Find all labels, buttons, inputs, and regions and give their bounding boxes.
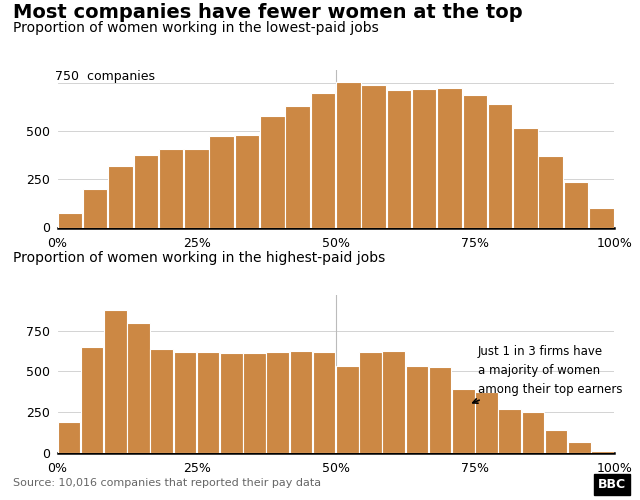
Bar (81, 347, 103, 453)
Text: Proportion of women working in the lowest-paid jobs: Proportion of women working in the lowes… (13, 21, 378, 35)
Bar (513, 128, 538, 228)
Bar (150, 348, 173, 453)
Bar (173, 352, 196, 452)
Bar (406, 366, 428, 452)
Bar (310, 93, 335, 228)
Bar (285, 106, 310, 228)
Bar (243, 352, 266, 452)
Bar (127, 324, 150, 452)
Bar (336, 82, 360, 228)
Bar (412, 89, 436, 228)
Bar (184, 149, 209, 228)
Bar (235, 136, 259, 228)
Bar (266, 352, 289, 452)
Bar (197, 352, 220, 452)
Text: Proportion of women working in the highest-paid jobs: Proportion of women working in the highe… (13, 251, 385, 265)
Text: Source: 10,016 companies that reported their pay data: Source: 10,016 companies that reported t… (13, 478, 321, 488)
Bar (336, 366, 358, 452)
Bar (387, 90, 411, 228)
Text: Most companies have fewer women at the top: Most companies have fewer women at the t… (13, 2, 522, 22)
Bar (545, 430, 567, 452)
Text: BBC: BBC (598, 478, 626, 491)
Bar (437, 88, 462, 228)
Bar (568, 442, 591, 452)
Bar (475, 392, 498, 452)
Bar (362, 86, 386, 228)
Bar (499, 408, 521, 453)
Bar (220, 352, 243, 452)
Bar (260, 116, 285, 228)
Bar (159, 149, 184, 228)
Bar (58, 422, 80, 452)
Bar (452, 389, 474, 452)
Bar (591, 451, 614, 452)
Bar (359, 352, 381, 452)
Bar (429, 368, 451, 452)
Bar (313, 352, 335, 452)
Bar (522, 412, 544, 453)
Bar (589, 208, 614, 228)
Bar (58, 213, 82, 228)
Bar (538, 156, 563, 228)
Bar (564, 182, 588, 228)
Bar (104, 310, 127, 452)
Bar (289, 351, 312, 452)
Text: Just 1 in 3 firms have
a majority of women
among their top earners: Just 1 in 3 firms have a majority of wom… (473, 346, 623, 403)
Bar (463, 95, 487, 228)
Bar (383, 351, 405, 452)
Bar (134, 156, 158, 228)
Bar (83, 189, 108, 228)
Bar (209, 136, 234, 228)
Bar (108, 166, 132, 228)
Text: 750  companies: 750 companies (55, 70, 155, 84)
Bar (488, 104, 513, 228)
